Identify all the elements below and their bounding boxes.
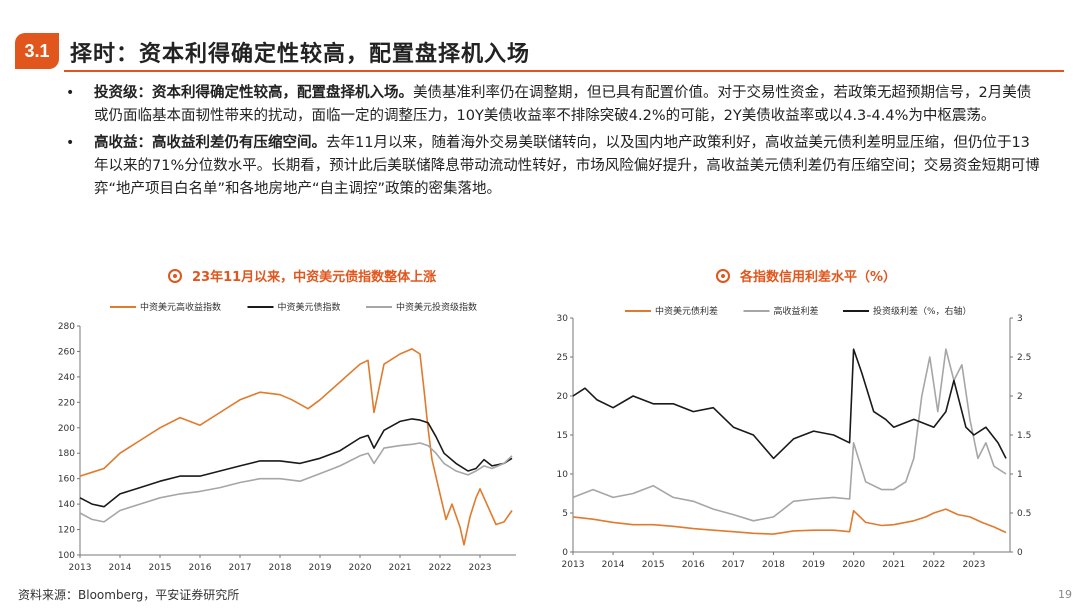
y-tick-label: 280 — [58, 322, 75, 332]
series-line — [79, 442, 513, 523]
target-icon — [716, 268, 730, 283]
x-tick-label: 2020 — [349, 563, 372, 573]
x-tick-label: 2023 — [469, 563, 492, 573]
x-tick-label: 2020 — [842, 560, 865, 570]
source-note: 资料来源：Bloomberg，平安证券研究所 — [18, 588, 240, 602]
y-tick-label: 10 — [557, 470, 569, 480]
x-tick-label: 2022 — [429, 563, 452, 573]
x-tick-label: 2019 — [309, 563, 332, 573]
x-tick-label: 2016 — [189, 563, 212, 573]
x-tick-label: 2016 — [682, 560, 705, 570]
x-tick-label: 2017 — [722, 560, 745, 570]
x-tick-label: 2013 — [69, 563, 92, 573]
y-right-tick-label: 0.5 — [1017, 509, 1031, 519]
bullet-dot-icon: • — [66, 85, 75, 101]
bullet-heading: 投资级：资本利得确定性较高，配置盘择机入场。 — [94, 85, 413, 101]
y-right-tick-label: 2 — [1017, 392, 1023, 402]
x-tick-label: 2014 — [602, 560, 625, 570]
x-tick-label: 2018 — [269, 563, 292, 573]
y-tick-label: 200 — [58, 424, 75, 434]
legend-label: 高收益利差 — [774, 305, 819, 317]
legend-label: 中资美元债利差 — [655, 305, 718, 317]
page-title: 择时：资本利得确定性较高，配置盘择机入场 — [70, 42, 531, 67]
title-divider — [64, 70, 1064, 72]
right-chart: 0 5 10 15 20 25 30 0 0.5 1 1.5 2 2.5 3 2013 2014 2015 201… — [557, 305, 1032, 570]
y-tick-label: 20 — [557, 392, 569, 402]
y-tick-label: 5 — [562, 509, 568, 519]
left-chart-title: 23年11月以来，中资美元债指数整体上涨 — [168, 266, 436, 285]
y-right-tick-label: 1.5 — [1017, 431, 1031, 441]
bullet-list: • 投资级：资本利得确定性较高，配置盘择机入场。美债基准利率仍在调整期，但已具有… — [62, 82, 1042, 205]
y-tick-label: 180 — [58, 449, 75, 459]
y-right-tick-label: 1 — [1017, 470, 1023, 480]
y-tick-label: 25 — [557, 353, 568, 363]
bullet-heading: 高收益：高收益利差仍有压缩空间。 — [94, 135, 326, 151]
y-tick-label: 260 — [58, 347, 75, 357]
x-tick-label: 2021 — [389, 563, 412, 573]
left-chart: 100 120 140 160 180 200 220 240 260 280 2013 2014 20… — [58, 301, 516, 573]
y-tick-label: 30 — [557, 314, 569, 324]
series-line — [572, 348, 1007, 460]
bullet-text: 美债基准利率仍在调整期，但已具有配置价值。对于交易性资金，若政策无超预期信号，2… — [94, 85, 1032, 124]
y-right-tick-label: 3 — [1017, 314, 1023, 324]
legend-label: 投资级利差（%，右轴） — [873, 305, 972, 317]
series-line — [79, 418, 513, 508]
right-chart-title: 各指数信用利差水平（%） — [716, 266, 896, 285]
x-tick-label: 2015 — [149, 563, 172, 573]
x-tick-label: 2023 — [962, 560, 985, 570]
bullet-text: 去年11月以来，随着海外交易美联储转向，以及国内地产政策利好，高收益美元债利差明… — [94, 135, 1040, 197]
y-tick-label: 120 — [58, 526, 75, 536]
x-tick-label: 2015 — [642, 560, 665, 570]
y-tick-label: 160 — [58, 475, 75, 485]
y-tick-label: 220 — [58, 398, 75, 408]
section-number-badge: 3.1 — [15, 33, 59, 69]
y-tick-label: 15 — [557, 431, 568, 441]
x-tick-label: 2017 — [229, 563, 252, 573]
bullet-item-high-yield: • 高收益：高收益利差仍有压缩空间。去年11月以来，随着海外交易美联储转向，以及… — [62, 132, 1042, 201]
left-chart-title-text: 23年11月以来，中资美元债指数整体上涨 — [192, 270, 437, 285]
series-line — [572, 348, 1007, 522]
y-tick-label: 100 — [58, 551, 75, 561]
target-icon — [168, 268, 182, 283]
x-tick-label: 2013 — [562, 560, 585, 570]
legend-label: 中资美元高收益指数 — [140, 301, 221, 313]
bullet-dot-icon: • — [66, 135, 75, 151]
x-tick-label: 2014 — [109, 563, 132, 573]
y-tick-label: 140 — [58, 500, 75, 510]
x-tick-label: 2019 — [802, 560, 825, 570]
series-line — [79, 348, 513, 546]
y-tick-label: 240 — [58, 373, 75, 383]
legend-label: 中资美元投资级指数 — [396, 301, 477, 313]
x-tick-label: 2021 — [882, 560, 905, 570]
x-tick-label: 2022 — [922, 560, 945, 570]
y-right-tick-label: 2.5 — [1017, 353, 1031, 363]
series-line — [572, 508, 1007, 535]
y-tick-label: 0 — [562, 548, 568, 558]
bullet-item-investment-grade: • 投资级：资本利得确定性较高，配置盘择机入场。美债基准利率仍在调整期，但已具有… — [62, 82, 1042, 128]
y-right-tick-label: 0 — [1017, 548, 1023, 558]
page-number: 19 — [1058, 588, 1072, 601]
x-tick-label: 2018 — [762, 560, 785, 570]
legend-label: 中资美元债指数 — [278, 301, 341, 313]
right-chart-title-text: 各指数信用利差水平（%） — [740, 270, 897, 285]
